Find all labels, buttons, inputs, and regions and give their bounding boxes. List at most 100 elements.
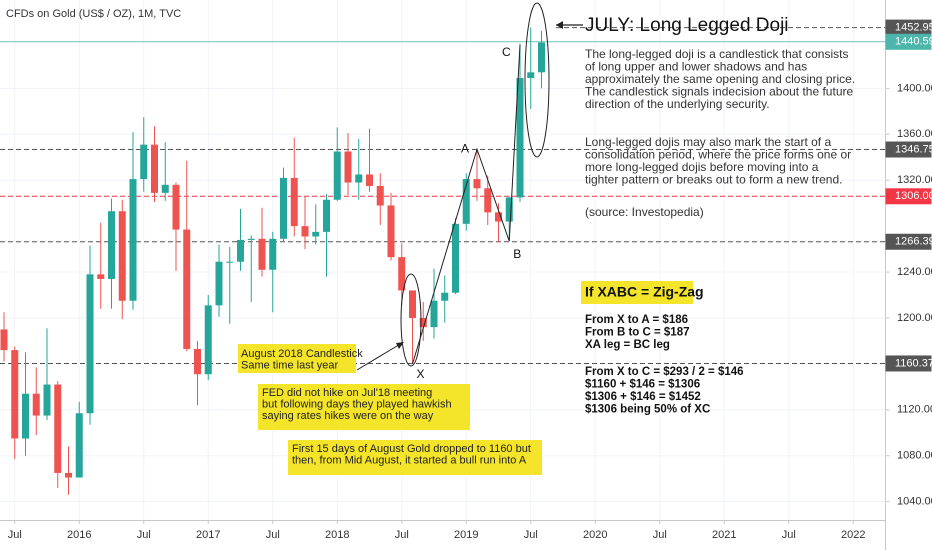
candle-body bbox=[495, 212, 502, 222]
y-tick-label: 1240.00 bbox=[897, 266, 932, 278]
x-tick-label: Jul bbox=[653, 529, 667, 541]
callout-box bbox=[288, 440, 542, 475]
candle-body bbox=[376, 185, 384, 206]
x-tick-label: 2017 bbox=[196, 529, 220, 541]
x-tick-label: 2018 bbox=[325, 529, 349, 541]
levels bbox=[0, 27, 886, 364]
candle-body bbox=[172, 184, 180, 230]
level-label: 1452.95 bbox=[895, 22, 932, 34]
level-label-box bbox=[885, 141, 932, 158]
drawings bbox=[238, 2, 693, 475]
candle-body bbox=[462, 179, 470, 224]
ellipse bbox=[400, 273, 422, 367]
callout-text: Same time last year bbox=[241, 359, 339, 371]
candle-body bbox=[409, 290, 416, 318]
candle-body bbox=[452, 223, 459, 293]
x-tick-label: 2022 bbox=[841, 529, 865, 541]
y-tick-label: 1200.00 bbox=[897, 312, 932, 324]
paragraph-line: approximately the same opening and closi… bbox=[585, 72, 855, 86]
zigzag-title: If XABC = Zig-Zag bbox=[585, 284, 704, 300]
y-tick-label: 1400.00 bbox=[897, 82, 932, 94]
x-tick-label: 2021 bbox=[712, 529, 736, 541]
paragraph-line: of long upper and lower shadows and has bbox=[585, 60, 807, 74]
candle-body bbox=[118, 211, 126, 301]
candle-body bbox=[108, 211, 115, 279]
arrow-head bbox=[556, 21, 563, 29]
candle-body bbox=[280, 177, 287, 239]
callout-box bbox=[581, 281, 693, 304]
calc-note: $1306 + $146 = $1452 bbox=[585, 391, 701, 403]
y-tick-label: 1080.00 bbox=[897, 450, 932, 462]
y-tick-label: 1320.00 bbox=[897, 174, 932, 186]
x-tick-label: 2016 bbox=[67, 529, 91, 541]
point-label: X bbox=[417, 367, 425, 381]
ellipse bbox=[524, 2, 550, 158]
candle-body bbox=[140, 144, 148, 180]
candle-body bbox=[473, 179, 481, 189]
candle-body bbox=[484, 188, 492, 213]
candle-body bbox=[65, 472, 72, 478]
callout-text: First 15 days of August Gold dropped to … bbox=[292, 443, 531, 455]
x-tick-label: 2019 bbox=[454, 529, 478, 541]
calc-note: $1160 + $146 = $1306 bbox=[585, 379, 700, 391]
arrow bbox=[356, 342, 403, 371]
candle-body bbox=[161, 184, 169, 193]
candle-body bbox=[32, 393, 40, 416]
candle-body bbox=[398, 257, 406, 291]
callout-text: FED did not hike on Jul'18 meeting bbox=[262, 387, 432, 399]
level-label: 1346.75 bbox=[895, 143, 932, 155]
candle-body bbox=[86, 274, 94, 414]
paragraph-line: Long-legged dojis may also mark the star… bbox=[585, 135, 831, 149]
calc-note: $1306 being 50% of XC bbox=[585, 404, 710, 416]
candle-body bbox=[75, 413, 83, 478]
level-label-box bbox=[885, 188, 932, 205]
chart-title: CFDs on Gold (US$ / OZ), 1M, TVC bbox=[6, 8, 181, 20]
level-label: 1306.00 bbox=[895, 190, 932, 202]
callout-box bbox=[258, 384, 470, 430]
y-tick-label: 1360.00 bbox=[897, 128, 932, 140]
paragraph-line: consolidation period, where the price fo… bbox=[585, 148, 851, 162]
candle-body bbox=[97, 274, 105, 279]
x-tick-label: Jul bbox=[266, 529, 280, 541]
paragraph-line: direction of the underlying security. bbox=[585, 97, 770, 111]
level-label: 1266.39 bbox=[895, 236, 932, 248]
x-tick-label: Jul bbox=[137, 529, 151, 541]
x-tick-label: Jul bbox=[395, 529, 409, 541]
candle-body bbox=[290, 177, 298, 227]
candle-body bbox=[204, 305, 212, 375]
candle-body bbox=[301, 226, 309, 237]
candle-body bbox=[54, 384, 62, 473]
callout-text: then, from Mid August, it started a bull… bbox=[292, 454, 527, 466]
candle-body bbox=[0, 329, 8, 351]
candle-body bbox=[11, 350, 19, 439]
paragraph-line: more long-legged dojis before moving int… bbox=[585, 160, 819, 174]
calc-note: From X to A = $186 bbox=[585, 314, 688, 326]
candle-body bbox=[355, 174, 363, 183]
y-tick-label: 1120.00 bbox=[897, 404, 932, 416]
point-label: B bbox=[513, 247, 521, 261]
candle-body bbox=[237, 239, 244, 262]
level-label-box bbox=[885, 355, 932, 372]
candle-body bbox=[333, 151, 341, 200]
callout-box bbox=[238, 344, 356, 373]
candle-body bbox=[505, 197, 513, 222]
calc-note: From B to C = $187 bbox=[585, 327, 690, 339]
candle-body bbox=[419, 317, 427, 328]
point-label: A bbox=[461, 141, 469, 155]
candle-body bbox=[194, 348, 201, 375]
y-tick-label: 1040.00 bbox=[897, 496, 932, 508]
paragraph-line: (source: Investopedia) bbox=[585, 205, 704, 219]
heading: JULY: Long Legged Doji bbox=[585, 15, 789, 36]
callout-text: saying rates hikes were on the way bbox=[262, 410, 434, 422]
candle-body bbox=[269, 238, 277, 270]
level-label-box bbox=[885, 33, 932, 50]
calc-note: From X to C = $293 / 2 = $146 bbox=[585, 366, 744, 378]
candles bbox=[0, 27, 545, 495]
paragraph-line: The candlestick signals indecision about… bbox=[585, 85, 853, 99]
paragraph-line: tighter pattern or breaks out to form a … bbox=[585, 173, 842, 187]
candle-body bbox=[226, 261, 234, 263]
candle-body bbox=[129, 179, 137, 301]
level-label-box bbox=[885, 233, 932, 250]
x-tick-label: Jul bbox=[8, 529, 22, 541]
